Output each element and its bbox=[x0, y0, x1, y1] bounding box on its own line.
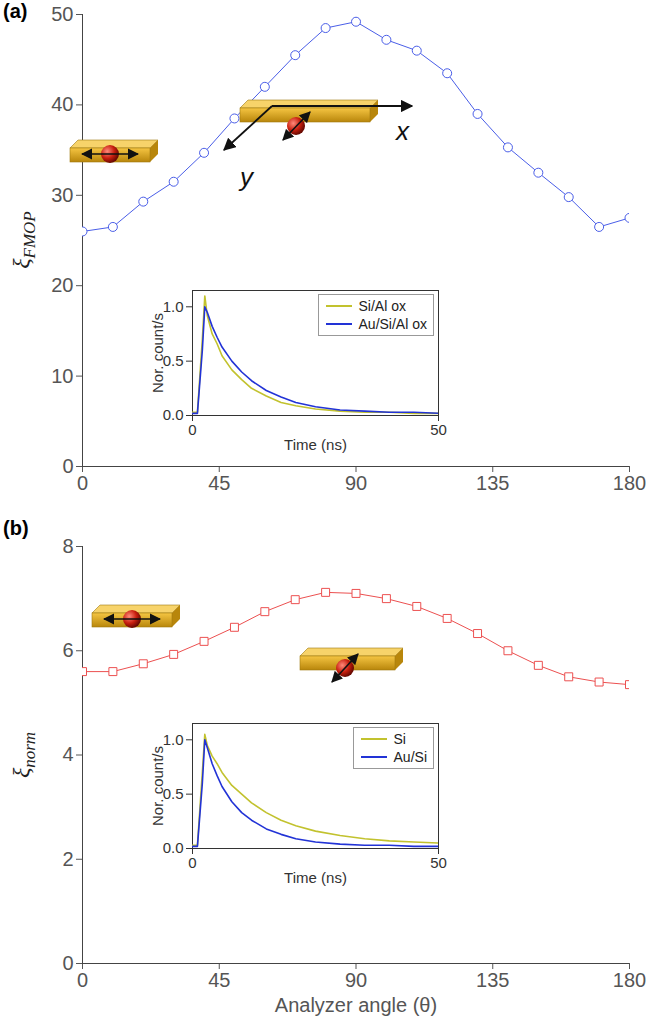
svg-text:0.5: 0.5 bbox=[162, 352, 184, 369]
svg-text:4: 4 bbox=[62, 743, 73, 765]
html-text:Au/Si: Au/Si bbox=[393, 749, 427, 765]
svg-text:45: 45 bbox=[208, 969, 230, 991]
svg-text:40: 40 bbox=[51, 93, 73, 115]
svg-text:0: 0 bbox=[77, 969, 88, 991]
svg-text:50: 50 bbox=[51, 3, 73, 25]
svg-text:0: 0 bbox=[62, 952, 73, 974]
svg-text:50: 50 bbox=[430, 421, 447, 438]
html-text:(a): (a) bbox=[3, 0, 28, 22]
html-text:ξ: ξ bbox=[8, 767, 35, 778]
svg-text:1.0: 1.0 bbox=[163, 731, 184, 748]
svg-text:6: 6 bbox=[62, 639, 73, 661]
svg-text:30: 30 bbox=[51, 184, 73, 206]
svg-text:20: 20 bbox=[51, 274, 73, 296]
svg-text:0.5: 0.5 bbox=[162, 785, 184, 802]
svg-text:Time (ns): Time (ns) bbox=[284, 869, 347, 886]
svg-text:50: 50 bbox=[430, 854, 447, 871]
svg-text:y: y bbox=[238, 162, 255, 192]
svg-text:10: 10 bbox=[51, 365, 73, 387]
svg-text:1.0: 1.0 bbox=[163, 298, 184, 315]
svg-text:135: 135 bbox=[476, 472, 509, 494]
svg-text:Time (ns): Time (ns) bbox=[284, 436, 347, 453]
html-text:Au/Si/Al ox: Au/Si/Al ox bbox=[358, 316, 427, 332]
svg-text:0: 0 bbox=[188, 854, 196, 871]
html-text:(b): (b) bbox=[3, 517, 29, 539]
svg-text:Nor. count/s: Nor. count/s bbox=[149, 746, 166, 826]
svg-text:90: 90 bbox=[345, 969, 367, 991]
svg-text:0: 0 bbox=[188, 421, 196, 438]
svg-text:0: 0 bbox=[77, 472, 88, 494]
svg-text:0.0: 0.0 bbox=[163, 406, 184, 423]
svg-text:135: 135 bbox=[476, 969, 509, 991]
html-text:Si/Al ox: Si/Al ox bbox=[358, 298, 406, 314]
svg-text:2: 2 bbox=[62, 848, 73, 870]
html-text:ξ: ξ bbox=[8, 258, 35, 269]
html-text:norm: norm bbox=[19, 731, 39, 768]
svg-text:0.0: 0.0 bbox=[163, 839, 184, 856]
svg-text:0: 0 bbox=[62, 455, 73, 477]
svg-text:8: 8 bbox=[62, 535, 73, 557]
html-text:FMOP: FMOP bbox=[19, 211, 39, 259]
svg-text:90: 90 bbox=[345, 472, 367, 494]
svg-text:Analyzer angle (θ): Analyzer angle (θ) bbox=[275, 994, 437, 1016]
html-text:Si: Si bbox=[393, 731, 406, 747]
svg-text:Nor. count/s: Nor. count/s bbox=[149, 313, 166, 393]
svg-text:x: x bbox=[394, 116, 410, 146]
svg-text:45: 45 bbox=[208, 472, 230, 494]
svg-text:180: 180 bbox=[613, 472, 646, 494]
svg-text:180: 180 bbox=[613, 969, 646, 991]
